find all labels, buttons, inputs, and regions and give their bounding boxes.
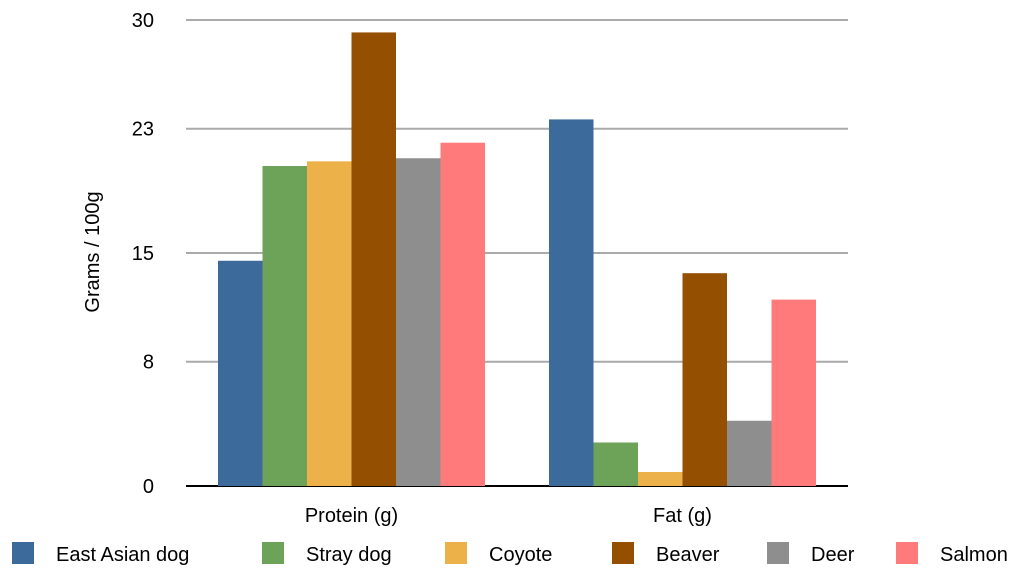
legend-item: Salmon <box>896 542 1008 566</box>
y-tick-label: 15 <box>132 243 154 265</box>
legend-label: Coyote <box>489 544 552 566</box>
bar-deer-0 <box>396 158 441 486</box>
y-tick-label: 0 <box>143 476 154 498</box>
legend-swatch <box>896 542 918 564</box>
y-axis-label: Grams / 100g <box>82 191 104 312</box>
bar-beaver-1 <box>682 273 727 486</box>
y-tick-label: 30 <box>132 10 154 32</box>
legend-item: Deer <box>767 542 855 566</box>
legend-label: Beaver <box>656 544 720 566</box>
bar-east-asian-dog-1 <box>549 119 594 486</box>
legend-item: Stray dog <box>262 542 392 566</box>
bar-stray-dog-0 <box>262 166 307 486</box>
legend: East Asian dog Stray dog Coyote Beaver Deer S… <box>12 542 1008 566</box>
x-axis-tick-labels: Protein (g) Fat (g) <box>305 505 712 527</box>
legend-swatch <box>767 542 789 564</box>
legend-item: Beaver <box>612 542 720 566</box>
legend-swatch <box>12 542 34 564</box>
bar-beaver-0 <box>351 32 396 486</box>
legend-label: East Asian dog <box>56 544 189 566</box>
bar-salmon-0 <box>440 142 485 487</box>
bar-coyote-1 <box>638 472 683 486</box>
legend-label: Stray dog <box>306 544 392 566</box>
legend-swatch <box>612 542 634 564</box>
legend-label: Deer <box>811 544 855 566</box>
legend-item: East Asian dog <box>12 542 189 566</box>
bar-coyote-0 <box>307 161 352 486</box>
legend-label: Salmon <box>940 544 1008 566</box>
bars <box>218 32 816 487</box>
bar-east-asian-dog-0 <box>218 260 263 486</box>
bar-salmon-1 <box>771 299 816 486</box>
legend-item: Coyote <box>445 542 552 566</box>
legend-swatch <box>445 542 467 564</box>
y-tick-label: 8 <box>143 352 154 374</box>
x-tick-label: Fat (g) <box>653 505 712 527</box>
legend-swatch <box>262 542 284 564</box>
y-tick-label: 23 <box>132 119 154 141</box>
bar-deer-1 <box>727 420 772 486</box>
y-axis-tick-labels: 0 8 15 23 30 <box>132 10 154 498</box>
x-tick-label: Protein (g) <box>305 505 398 527</box>
bar-stray-dog-1 <box>593 442 638 486</box>
